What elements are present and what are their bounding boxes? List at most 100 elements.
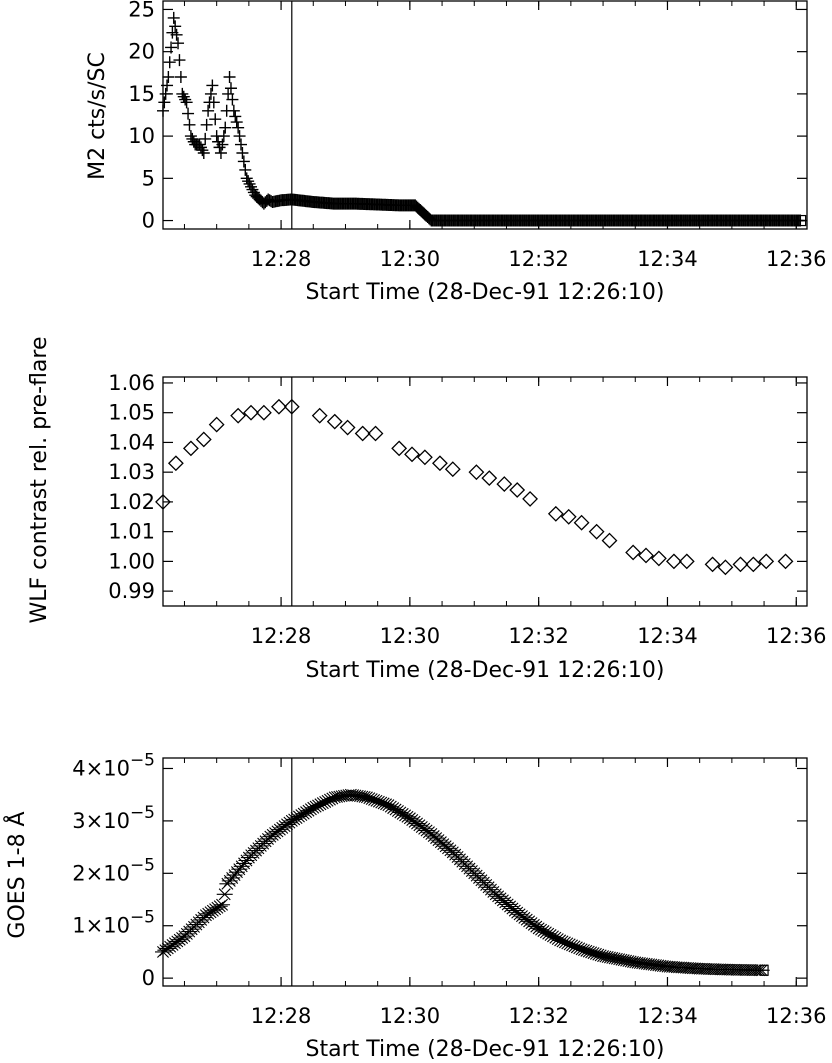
- diamond-marker: [339, 419, 356, 436]
- end-marker: [759, 964, 769, 976]
- y-tick-label: 4×10−5: [72, 750, 155, 780]
- plus-marker: [165, 41, 178, 54]
- plus-marker: [200, 118, 213, 131]
- diamond-marker: [255, 404, 272, 421]
- plus-marker: [230, 116, 243, 129]
- x-tick-label: 12:32: [508, 1004, 569, 1028]
- plus-marker: [206, 79, 219, 92]
- x-tick-label: 12:34: [637, 247, 698, 271]
- data-points: [157, 11, 807, 227]
- plus-marker: [158, 96, 171, 109]
- plus-marker: [240, 172, 253, 185]
- y-tick-label: 1.00: [108, 549, 155, 573]
- y-tick-label: 1.06: [108, 371, 155, 395]
- diamond-marker: [601, 532, 618, 549]
- x-tick-label: 12:36: [766, 624, 827, 648]
- plus-marker: [197, 147, 210, 159]
- diamond-marker: [167, 455, 184, 472]
- diamond-marker: [243, 404, 259, 421]
- plot-frame: [162, 376, 808, 607]
- plus-marker: [170, 28, 183, 41]
- diamond-marker: [391, 440, 408, 457]
- plus-marker: [176, 87, 189, 100]
- plus-marker: [167, 11, 180, 24]
- asterisk-marker: [211, 900, 228, 913]
- x-tick-label: 12:34: [637, 624, 698, 648]
- plus-marker: [207, 96, 220, 109]
- diamond-marker: [665, 553, 682, 570]
- plus-marker: [161, 79, 174, 92]
- y-tick-label: 0: [142, 966, 155, 990]
- plus-marker: [233, 130, 246, 143]
- diamond-marker: [311, 407, 328, 424]
- x-ticks: 12:28 12:30 12:32 12:34 12:36: [183, 1, 827, 271]
- y-tick-label: 15: [128, 82, 155, 106]
- y-axis-label: M2 cts/s/SC: [85, 52, 110, 180]
- diamond-marker: [588, 523, 605, 540]
- diamond-marker: [208, 416, 225, 433]
- y-tick-label: 25: [128, 0, 155, 21]
- plus-marker: [227, 104, 240, 117]
- x-tick-label: 12:28: [251, 247, 312, 271]
- diamond-marker: [496, 476, 513, 492]
- plus-marker: [169, 20, 182, 33]
- diamond-marker: [195, 431, 212, 448]
- plus-marker: [224, 82, 237, 95]
- y-ticks: 0.99 1.00 1.01 1.02 1.03 1.04 1.05 1.06: [108, 371, 807, 603]
- y-tick-label: 10: [128, 124, 155, 148]
- plus-marker: [237, 155, 250, 168]
- plus-marker: [245, 180, 258, 193]
- diamond-marker: [573, 514, 590, 531]
- y-ticks: 0 1×10−5 2×10−5 3×10−5 4×10−5: [72, 750, 807, 990]
- x-tick-label: 12:36: [766, 247, 827, 271]
- x-axis-label: Start Time (28-Dec-91 12:26:10): [306, 1037, 665, 1062]
- plus-marker: [213, 141, 226, 154]
- diamond-marker: [326, 413, 343, 430]
- plus-marker: [182, 107, 195, 120]
- plus-marker: [216, 138, 229, 151]
- plus-marker: [193, 138, 206, 151]
- diamond-marker: [758, 553, 775, 570]
- plus-marker: [243, 177, 256, 190]
- plus-marker: [199, 132, 212, 145]
- plus-marker: [159, 87, 172, 100]
- plus-marker: [239, 163, 252, 176]
- plus-marker: [223, 71, 236, 83]
- plus-marker: [794, 214, 807, 227]
- diamond-marker: [650, 550, 667, 567]
- x-ticks: 12:28 12:30 12:32 12:34 12:36: [183, 377, 827, 648]
- diamond-marker: [509, 482, 526, 498]
- diamond-marker: [468, 464, 485, 481]
- plus-marker: [162, 71, 175, 83]
- plus-marker: [209, 113, 222, 126]
- plus-marker: [183, 118, 196, 131]
- diamond-marker: [367, 425, 384, 442]
- y-axis-label: GOES 1-8 Å: [3, 811, 30, 938]
- asterisk-marker: [214, 898, 231, 911]
- plus-marker: [232, 121, 245, 134]
- y-tick-label: 1.02: [108, 490, 155, 514]
- plus-marker: [246, 183, 259, 196]
- plus-marker: [229, 110, 242, 123]
- x-tick-label: 12:30: [380, 624, 441, 648]
- diamond-marker: [182, 440, 199, 457]
- plus-marker: [177, 90, 190, 103]
- data-points: [155, 398, 794, 576]
- y-tick-label: 1.04: [108, 430, 155, 454]
- y-tick-label: 1×10−5: [72, 908, 155, 938]
- y-tick-label: 1.01: [108, 520, 155, 544]
- y-ticks: 0 5 10 15 20 25: [128, 0, 807, 233]
- plus-marker: [226, 93, 239, 106]
- goes-flux-panel: 0 1×10−5 2×10−5 3×10−5 4×10−5 12:28 12:30 12:3…: [3, 750, 827, 1062]
- diamond-marker: [638, 547, 654, 564]
- diamond-marker: [625, 544, 642, 561]
- x-tick-label: 12:30: [380, 1004, 441, 1028]
- x-tick-label: 12:36: [766, 1004, 827, 1028]
- plus-marker: [163, 56, 176, 69]
- x-tick-label: 12:32: [508, 247, 569, 271]
- x-tick-label: 12:28: [251, 624, 312, 648]
- y-tick-label: 3×10−5: [72, 803, 155, 833]
- plus-marker: [219, 121, 232, 134]
- plus-marker: [179, 93, 192, 106]
